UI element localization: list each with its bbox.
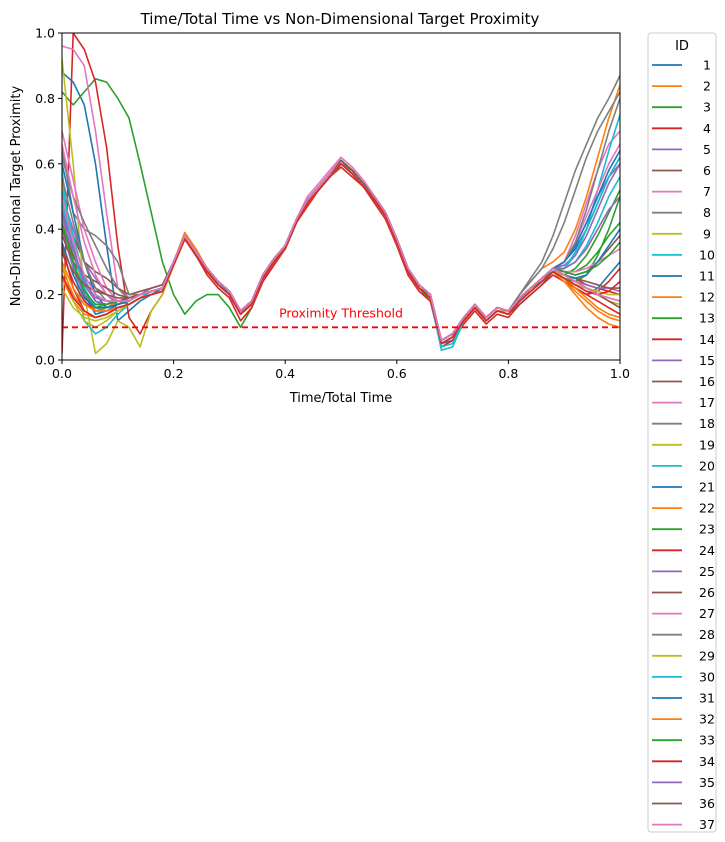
x-tick-label: 0.4 — [275, 366, 295, 381]
y-tick-label: 0.8 — [35, 91, 55, 106]
chart-title: Time/Total Time vs Non-Dimensional Targe… — [140, 10, 540, 28]
legend-label-1: 1 — [703, 58, 711, 73]
legend-label-11: 11 — [699, 269, 715, 284]
legend-label-19: 19 — [699, 437, 715, 452]
legend-label-31: 31 — [699, 691, 715, 706]
legend-label-18: 18 — [699, 416, 715, 431]
legend-label-14: 14 — [699, 332, 715, 347]
x-tick-label: 1.0 — [610, 366, 630, 381]
legend-label-4: 4 — [703, 121, 711, 136]
x-axis: 0.0 0.2 0.4 0.6 0.8 1.0 — [52, 360, 630, 381]
series-line-1 — [62, 71, 620, 345]
x-tick-label: 0.0 — [52, 366, 72, 381]
legend-label-10: 10 — [699, 247, 715, 262]
series-line-28 — [62, 91, 620, 342]
legend-label-6: 6 — [703, 163, 711, 178]
legend-label-17: 17 — [699, 395, 715, 410]
legend-label-13: 13 — [699, 311, 715, 326]
legend: ID 1234567891011121314151617181920212223… — [647, 32, 717, 833]
plot-frame — [61, 32, 621, 361]
legend-label-23: 23 — [699, 522, 715, 537]
legend-label-2: 2 — [703, 79, 711, 94]
legend-label-16: 16 — [699, 374, 715, 389]
series-line-3 — [62, 78, 620, 342]
legend-label-30: 30 — [699, 669, 715, 684]
legend-label-5: 5 — [703, 142, 711, 157]
series-line-18 — [62, 98, 620, 342]
threshold-layer: Proximity Threshold — [62, 305, 620, 329]
legend-label-22: 22 — [699, 501, 715, 516]
legend-label-25: 25 — [699, 564, 715, 579]
legend-label-9: 9 — [703, 226, 711, 241]
legend-label-36: 36 — [699, 796, 715, 811]
legend-label-37: 37 — [699, 817, 715, 832]
legend-label-29: 29 — [699, 648, 715, 663]
y-axis-label: Non-Dimensional Target Proximity — [9, 86, 24, 307]
legend-title: ID — [675, 39, 689, 54]
legend-label-15: 15 — [699, 353, 715, 368]
legend-label-12: 12 — [699, 290, 715, 305]
legend-label-7: 7 — [703, 184, 711, 199]
legend-frame — [647, 32, 717, 833]
legend-label-27: 27 — [699, 606, 715, 621]
x-tick-label: 0.2 — [164, 366, 184, 381]
legend-label-24: 24 — [699, 543, 715, 558]
y-tick-label: 0.2 — [35, 287, 55, 302]
y-tick-label: 0.4 — [35, 222, 55, 237]
legend-label-34: 34 — [699, 754, 715, 769]
x-axis-label: Time/Total Time — [289, 391, 393, 406]
legend-label-35: 35 — [699, 775, 715, 790]
y-tick-label: 0.6 — [35, 156, 55, 171]
legend-label-26: 26 — [699, 585, 715, 600]
threshold-label: Proximity Threshold — [279, 305, 403, 320]
y-tick-label: 0.0 — [35, 353, 55, 368]
legend-label-8: 8 — [703, 205, 711, 220]
x-tick-label: 0.6 — [387, 366, 407, 381]
x-tick-label: 0.8 — [498, 366, 518, 381]
series-line-34 — [62, 163, 620, 345]
series-layer — [62, 33, 620, 355]
legend-label-28: 28 — [699, 627, 715, 642]
legend-label-32: 32 — [699, 712, 715, 727]
y-tick-label: 1.0 — [35, 26, 55, 41]
series-line-37 — [62, 156, 620, 342]
y-axis: 0.0 0.2 0.4 0.6 0.8 1.0 — [35, 26, 62, 368]
legend-label-21: 21 — [699, 480, 715, 495]
legend-label-33: 33 — [699, 733, 715, 748]
legend-label-3: 3 — [703, 100, 711, 115]
series-line-8 — [62, 75, 620, 342]
legend-label-20: 20 — [699, 458, 715, 473]
